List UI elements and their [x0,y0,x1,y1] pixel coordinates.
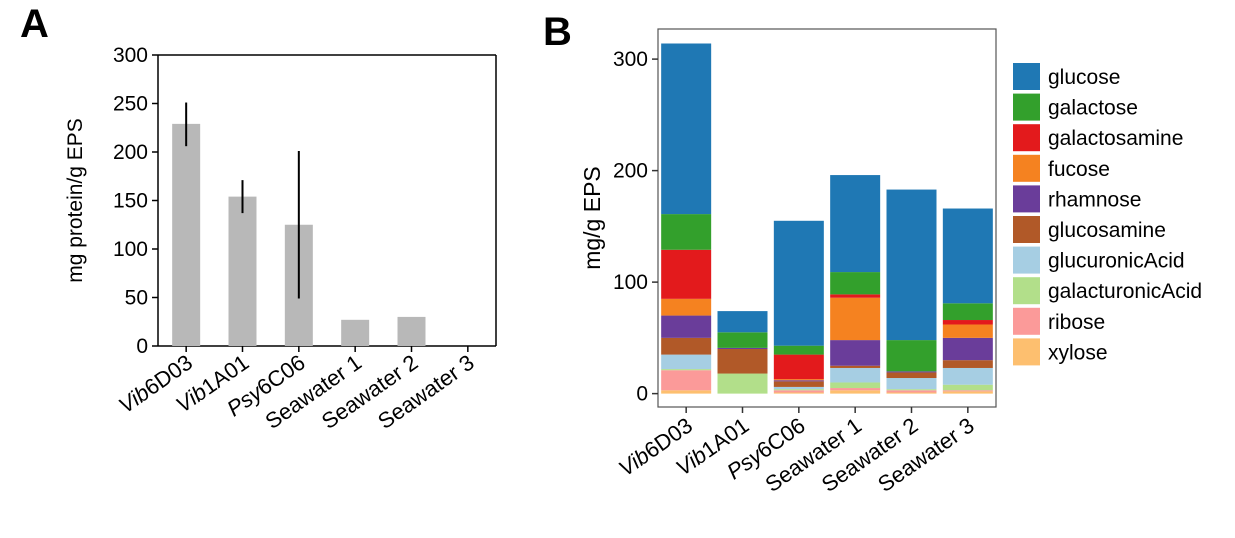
legend-swatch-glucosamine [1013,216,1040,243]
b-segment-glucosamine [830,365,881,368]
b-segment-xylose [661,390,712,394]
legend-swatch-xylose [1013,338,1040,366]
b-segment-rhamnose [886,371,937,373]
b-segment-fucose [830,297,881,341]
a-bar [397,316,426,346]
b-segment-glucosamine [717,349,768,374]
b-segment-glucosamine [661,337,712,355]
b-segment-ribose [773,390,824,393]
b-segment-glucose [830,175,881,273]
chart-a: 050100150200250300Vib6D03Vib1A01Psy6C06S… [64,44,497,434]
b-segment-galacturonicAcid [717,373,768,394]
b-segment-galactosamine [773,354,824,380]
b-segment-glucuronicAcid [942,367,993,385]
a-y-tick-label: 200 [113,141,148,164]
b-plot-frame [657,28,997,408]
a-y-axis-title: mg protein/g EPS [64,118,87,283]
b-segment-glucose [886,189,937,341]
b-segment-fucose [942,324,993,338]
a-bar [172,123,201,347]
b-segment-rhamnose [773,380,824,382]
a-y-tick-label: 0 [136,335,148,358]
b-segment-fucose [773,379,824,381]
b-segment-glucuronicAcid [830,367,881,383]
b-segment-ribose [661,370,712,391]
a-y-tick-label: 50 [125,287,148,310]
a-y-tick-label: 100 [113,238,148,261]
b-segment-rhamnose [942,337,993,361]
panel-b-label: B [543,10,572,54]
b-segment-glucosamine [886,372,937,379]
b-segment-glucose [661,43,712,215]
b-segment-xylose [773,392,824,394]
b-segment-galacturonicAcid [773,389,824,391]
b-y-tick-label: 100 [613,271,648,294]
a-bar [341,319,370,346]
b-segment-galactose [886,340,937,372]
legend-swatch-rhamnose [1013,185,1040,213]
b-segment-glucuronicAcid [661,354,712,370]
legend-swatch-galacturonicAcid [1013,277,1040,305]
legend-label-galacturonicAcid: galacturonicAcid [1048,280,1202,303]
b-segment-xylose [830,390,881,394]
b-segment-galacturonicAcid [942,384,993,391]
a-y-tick-label: 300 [113,44,148,67]
b-segment-glucose [773,220,824,346]
legend-label-galactosamine: galactosamine [1048,127,1183,150]
b-segment-galacturonicAcid [830,382,881,389]
legend-swatch-fucose [1013,154,1040,182]
b-segment-galacturonicAcid [661,369,712,371]
legend-swatch-glucuronicAcid [1013,246,1040,274]
b-segment-ribose [942,390,993,392]
b-segment-galactosamine [830,294,881,298]
b-segment-rhamnose [661,315,712,338]
panel-a-label: A [20,2,49,46]
b-segment-galactosamine [942,320,993,325]
chart-b: 0100200300Vib6D03Vib1A01Psy6C06Seawater … [579,28,1202,497]
b-segment-galactose [661,214,712,250]
legend-label-xylose: xylose [1048,341,1108,364]
b-segment-xylose [942,391,993,394]
b-segment-glucosamine [773,381,824,387]
b-segment-ribose [830,388,881,391]
legend-swatch-glucose [1013,63,1040,90]
legend-swatch-galactosamine [1013,124,1040,152]
b-segment-galactose [717,332,768,348]
a-y-tick-label: 250 [113,93,148,116]
b-segment-galactose [830,272,881,295]
b-segment-galactosamine [661,249,712,299]
legend-swatch-ribose [1013,307,1040,335]
b-segment-rhamnose [830,340,881,366]
legend-label-fucose: fucose [1048,158,1110,181]
legend-label-glucosamine: glucosamine [1048,219,1166,242]
b-y-tick-label: 300 [613,48,648,71]
b-segment-rhamnose [717,347,768,350]
b-segment-glucose [942,208,993,304]
legend-label-glucose: glucose [1048,66,1120,89]
b-segment-galactose [942,303,993,321]
legend-label-ribose: ribose [1048,311,1105,334]
b-segment-glucose [717,311,768,333]
b-segment-fucose [661,298,712,316]
b-segment-glucosamine [942,360,993,368]
legend-swatch-galactose [1013,93,1040,121]
b-segment-glucuronicAcid [886,378,937,390]
a-bar [228,196,257,346]
b-y-tick-label: 0 [636,383,648,406]
legend-label-glucuronicAcid: glucuronicAcid [1048,250,1185,273]
legend-label-rhamnose: rhamnose [1048,188,1141,211]
b-segment-ribose [886,390,937,393]
a-y-tick-label: 150 [113,190,148,213]
b-y-axis-title: mg/g EPS [579,166,605,270]
b-segment-galactose [773,345,824,355]
b-segment-xylose [886,392,937,394]
b-segment-galacturonicAcid [886,389,937,391]
b-segment-glucuronicAcid [773,386,824,390]
legend-label-galactose: galactose [1048,97,1138,120]
b-y-tick-label: 200 [613,160,648,183]
